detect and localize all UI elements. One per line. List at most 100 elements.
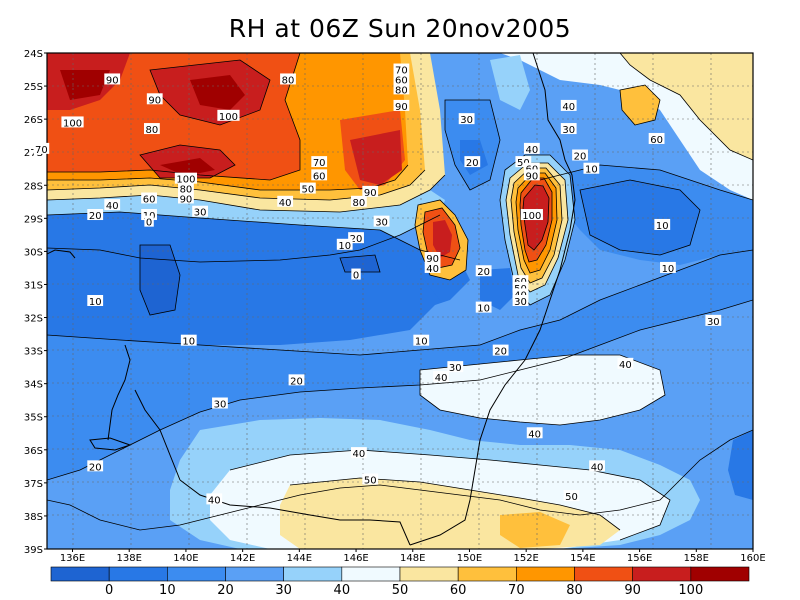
contour-label-text: 50 — [517, 158, 530, 169]
contour-label-text: 90 — [106, 75, 119, 86]
lon-label-156E: 156E — [627, 553, 652, 564]
contour-label-text: 90 — [180, 194, 193, 205]
contour-label-box — [104, 199, 121, 211]
contour-label: 100 — [61, 116, 84, 129]
colorbar-swatch — [690, 566, 750, 582]
contour-label-box — [393, 83, 410, 95]
contour-label-box — [87, 209, 104, 221]
contour-label-text: 40 — [208, 495, 221, 506]
contour-label: 80 — [280, 73, 296, 86]
lat-label-35S: 35S — [24, 413, 43, 424]
lat-label-30S: 30S — [24, 247, 43, 258]
map-title: RH at 06Z Sun 20nov2005 — [228, 14, 572, 43]
contour-label: 20 — [348, 232, 364, 245]
contour-label: 90 — [146, 93, 163, 106]
contour-label-box — [178, 192, 194, 204]
contour-label-box — [393, 73, 410, 85]
contour-labels: 9090100801008070608090701008090706050409… — [33, 63, 722, 506]
contour-label-box — [572, 149, 588, 161]
contour-label: 80 — [178, 182, 194, 196]
contour-label: 40 — [424, 261, 441, 275]
lat-label-31S: 31S — [24, 280, 43, 291]
contour-label: 40 — [617, 357, 634, 371]
contour-label-box — [311, 156, 328, 168]
contour-label: 70 — [311, 156, 328, 169]
colorbar-label: 50 — [392, 583, 409, 598]
contour-label-text: 80 — [180, 185, 193, 196]
contour-label-box — [351, 268, 361, 280]
contour-label-box — [393, 99, 410, 111]
colorbar-swatch — [632, 566, 692, 582]
contour-label: 30 — [705, 314, 722, 328]
lat-label-33S: 33S — [24, 347, 43, 358]
contour-label: 40 — [277, 195, 294, 209]
contour-label: 40 — [350, 447, 367, 460]
contour-label-box — [180, 334, 197, 346]
contour-label-text: 40 — [279, 198, 292, 209]
contour-label-text: 0 — [353, 271, 359, 282]
longitude-labels: 136E 138E 140E 142E 144E 146E 148E 150E 152E 154E… — [60, 549, 766, 564]
contour-label: 30 — [447, 361, 464, 374]
contour-label-text: 10 — [415, 337, 428, 348]
contour-label-text: 30 — [194, 208, 207, 219]
contour-label-text: 30 — [449, 363, 462, 374]
contour-label-text: 20 — [89, 462, 102, 473]
colorbar-labels: 0 10 20 30 40 50 60 70 80 90 100 — [105, 583, 703, 598]
lon-label-144E: 144E — [287, 553, 312, 564]
contour-label-box — [512, 281, 529, 293]
lat-label-26S: 26S — [24, 115, 43, 126]
contour-label-text: 80 — [282, 75, 295, 86]
contour-label-text: 20 — [350, 234, 363, 245]
lon-label-148E: 148E — [400, 553, 425, 564]
lat-label-39S: 39S — [24, 545, 43, 556]
colorbar-swatch — [341, 566, 401, 582]
contour-label-text: 50 — [364, 476, 377, 487]
colorbar-swatch — [457, 566, 517, 582]
lat-label-36S: 36S — [24, 446, 43, 457]
contour-label: 50 — [362, 473, 379, 487]
contour-label: 80 — [350, 195, 367, 209]
contour-label-box — [617, 357, 634, 369]
contour-label-text: 40 — [106, 201, 119, 212]
contour-label: 40 — [523, 142, 540, 156]
contour-label: 70 — [33, 142, 50, 156]
contour-label: 0 — [351, 268, 361, 282]
contour-label-text: 30 — [514, 297, 527, 308]
contour-label-text: 10 — [662, 264, 675, 275]
contour-label-box — [212, 397, 228, 409]
contour-label-box — [705, 314, 722, 326]
contour-label-text: 100 — [219, 112, 238, 123]
contour-label-box — [424, 261, 441, 273]
colorbar-swatch — [225, 566, 284, 582]
lat-label-29S: 29S — [24, 214, 43, 225]
contour-label-text: 80 — [146, 125, 159, 136]
lon-label-154E: 154E — [570, 553, 595, 564]
contour-label-box — [475, 301, 492, 313]
contour-label-box — [288, 374, 305, 386]
lon-label-138E: 138E — [117, 553, 142, 564]
contour-label-text: 20 — [89, 211, 102, 222]
contour-label-box — [217, 109, 240, 121]
contour-label-box — [311, 169, 328, 181]
contour-label-box — [512, 275, 529, 287]
lat-label-32S: 32S — [24, 314, 43, 325]
contour-label-box — [141, 192, 157, 204]
contour-label: 60 — [393, 73, 410, 86]
contour-label-box — [174, 172, 198, 184]
contour-label-text: 50 — [565, 492, 578, 503]
contour-label-text: 30 — [460, 115, 473, 126]
contour-label: 10 — [180, 334, 197, 348]
contour-label: 40 — [433, 371, 450, 384]
contour-label-text: 0 — [146, 218, 152, 229]
contour-label-text: 90 — [525, 171, 538, 182]
contour-label: 10 — [660, 261, 676, 275]
contour-label-box — [447, 361, 464, 373]
contour-label-text: 40 — [562, 102, 575, 113]
contour-label-text: 40 — [426, 264, 439, 275]
contour-label-box — [206, 493, 223, 505]
colorbar-label: 0 — [105, 583, 113, 598]
colorbar-label: 80 — [566, 583, 583, 598]
contour-label-box — [362, 185, 379, 197]
contour-label: 30 — [560, 123, 577, 136]
contour-label-box — [104, 73, 121, 85]
